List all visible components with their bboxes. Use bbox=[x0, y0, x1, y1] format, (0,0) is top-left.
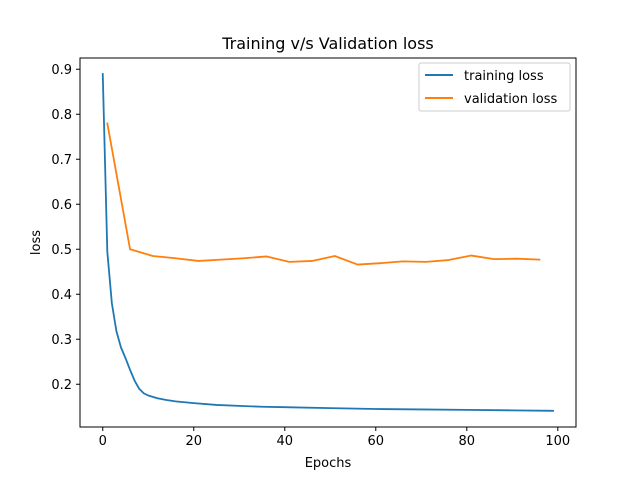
y-tick-label-0.8: 0.8 bbox=[51, 108, 72, 123]
legend-box bbox=[418, 62, 571, 112]
y-tick-label-0.3: 0.3 bbox=[51, 333, 72, 348]
y-axis-label: loss bbox=[29, 230, 44, 255]
x-axis-label: Epochs bbox=[305, 456, 352, 471]
legend-label-training-loss: training loss bbox=[464, 69, 544, 84]
y-tick-label-0.2: 0.2 bbox=[51, 378, 72, 393]
y-tick-label-0.7: 0.7 bbox=[51, 153, 72, 168]
legend-label-validation-loss: validation loss bbox=[464, 92, 557, 107]
series-line-training-loss bbox=[101, 72, 555, 412]
series-line-validation-loss bbox=[106, 122, 541, 266]
ticks-layer: 0 20 40 60 80 100 0.2 0.3 0.4 0.5 0.6 0.7 0.8 0.9 bbox=[51, 63, 570, 449]
chart-title: Training v/s Validation loss bbox=[221, 34, 434, 53]
x-tick-label-40: 40 bbox=[276, 434, 293, 449]
y-tick-label-0.6: 0.6 bbox=[51, 198, 72, 213]
x-tick-label-100: 100 bbox=[545, 434, 570, 449]
legend: training loss validation loss bbox=[418, 62, 571, 112]
plot-frame bbox=[79, 57, 577, 428]
lines-layer bbox=[101, 72, 555, 412]
plot-area bbox=[80, 58, 576, 427]
x-tick-label-20: 20 bbox=[185, 434, 202, 449]
x-tick-label-80: 80 bbox=[459, 434, 476, 449]
y-tick-label-0.9: 0.9 bbox=[51, 63, 72, 78]
y-tick-label-0.4: 0.4 bbox=[51, 288, 72, 303]
y-tick-label-0.5: 0.5 bbox=[51, 243, 72, 258]
x-tick-label-0: 0 bbox=[99, 434, 107, 449]
x-tick-label-60: 60 bbox=[368, 434, 385, 449]
